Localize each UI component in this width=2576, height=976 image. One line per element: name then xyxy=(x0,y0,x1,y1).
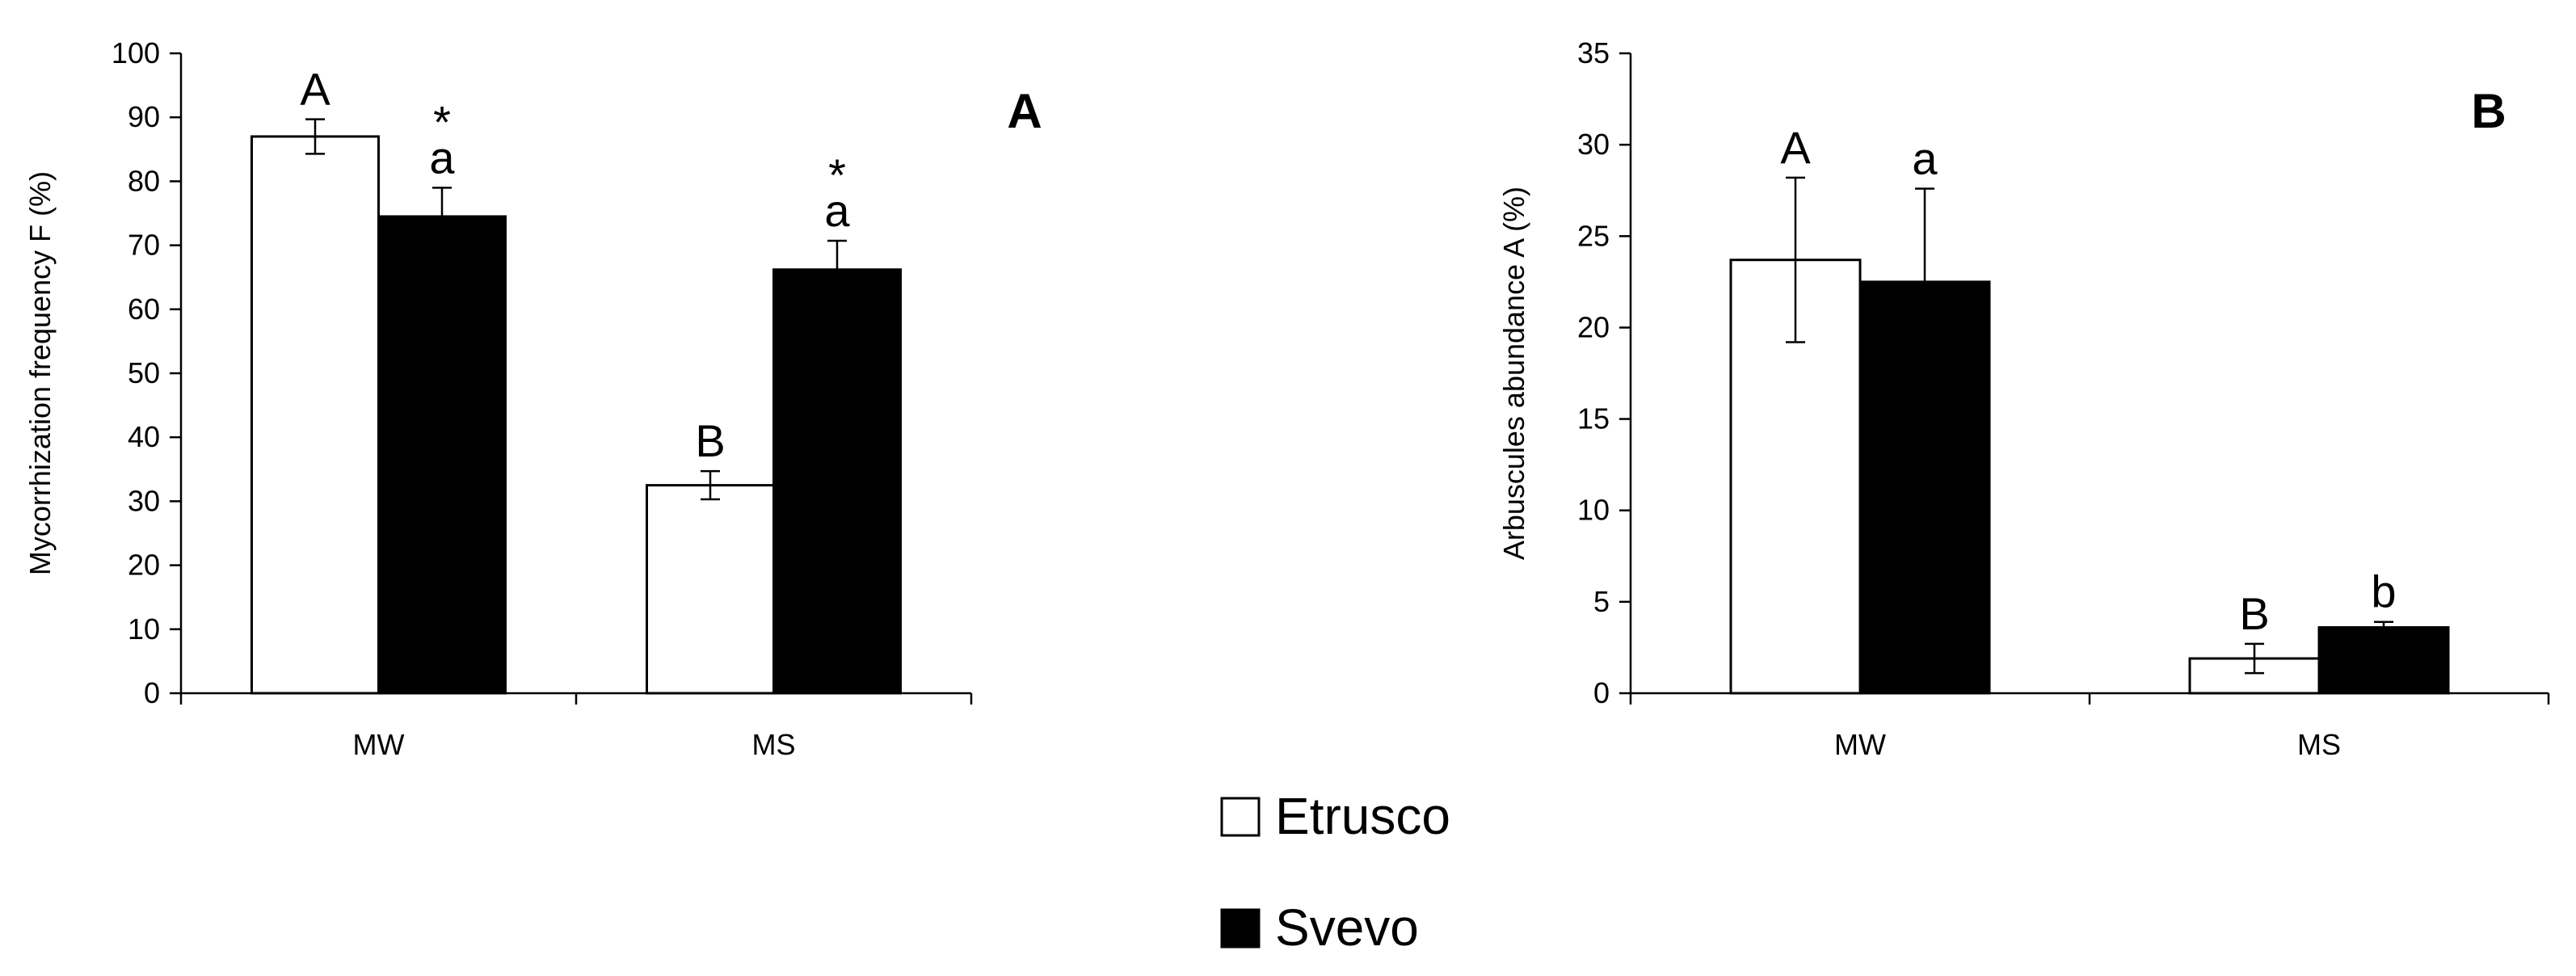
y-tick-label: 10 xyxy=(1577,494,1610,527)
y-tick-label: 80 xyxy=(128,164,160,197)
legend-label-svevo: Svevo xyxy=(1275,898,1419,957)
bar-etrusco xyxy=(250,135,380,695)
x-tick-label: MS xyxy=(2297,728,2341,761)
x-tick-label: MW xyxy=(1834,728,1886,761)
y-tick-label: 0 xyxy=(1593,676,1610,709)
y-axis-label: Mycorrhization frequency F (%) xyxy=(23,171,57,575)
legend-label-etrusco: Etrusco xyxy=(1275,787,1450,845)
significance-letter: A xyxy=(1780,122,1811,173)
significance-letter: a xyxy=(824,185,850,236)
y-axis-label: Arbuscules abundance A (%) xyxy=(1497,187,1530,560)
y-tick-label: 10 xyxy=(128,612,160,646)
panel-label: A xyxy=(1007,84,1042,138)
bar-svevo xyxy=(772,268,902,695)
y-tick-label: 30 xyxy=(1577,128,1610,161)
panel-label: B xyxy=(2471,84,2506,138)
y-tick-label: 30 xyxy=(128,484,160,517)
y-tick-label: 70 xyxy=(128,229,160,262)
chart-panel-a: 0 10 20 30 40 50 60 70 80 90 100 Mycorrhization fre… xyxy=(23,36,1042,761)
significance-letter: B xyxy=(2239,588,2269,639)
y-tick-label: 35 xyxy=(1577,36,1610,69)
y-tick-label: 20 xyxy=(128,549,160,582)
y-tick-label: 100 xyxy=(112,36,160,69)
y-tick-label: 40 xyxy=(128,420,160,453)
legend: Etrusco Svevo xyxy=(1220,787,1450,957)
y-tick-label: 5 xyxy=(1593,585,1610,618)
legend-swatch-svevo xyxy=(1220,908,1261,949)
significance-asterisk: * xyxy=(828,149,846,200)
y-tick-label: 60 xyxy=(128,292,160,326)
y-tick-label: 90 xyxy=(128,100,160,133)
significance-letter: a xyxy=(429,132,455,183)
significance-letter: A xyxy=(300,64,330,115)
significance-letter: B xyxy=(695,415,725,466)
bar-svevo xyxy=(2317,626,2450,695)
x-tick-label: MW xyxy=(353,728,405,761)
bar-svevo xyxy=(377,215,507,695)
y-tick-label: 0 xyxy=(144,676,160,709)
x-tick-label: MS xyxy=(752,728,796,761)
y-tick-label: 50 xyxy=(128,356,160,389)
y-tick-label: 25 xyxy=(1577,219,1610,252)
significance-letter: a xyxy=(1912,133,1938,183)
bar-etrusco xyxy=(646,484,775,695)
y-tick-label: 15 xyxy=(1577,402,1610,435)
legend-swatch-etrusco xyxy=(1220,797,1261,837)
y-tick-label: 20 xyxy=(1577,310,1610,343)
chart-panel-b: 0 5 10 15 20 25 30 35 Arbuscules abundance A (%)… xyxy=(1497,36,2550,761)
significance-letter: b xyxy=(2371,566,2396,617)
significance-asterisk: * xyxy=(433,96,451,147)
